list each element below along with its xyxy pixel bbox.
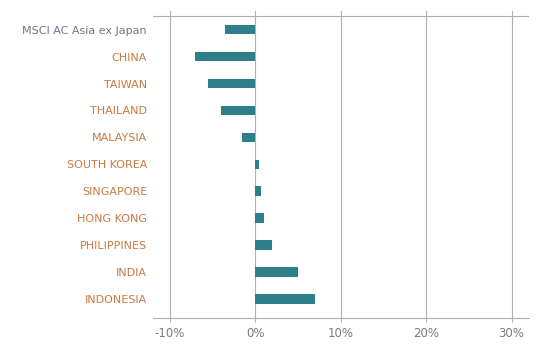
Bar: [195, 52, 255, 61]
Bar: [255, 294, 315, 304]
Bar: [221, 106, 255, 115]
Bar: [208, 79, 255, 88]
Bar: [255, 160, 259, 169]
Bar: [255, 240, 272, 250]
Bar: [243, 132, 255, 142]
Bar: [225, 25, 255, 34]
Bar: [255, 267, 298, 277]
Bar: [255, 213, 264, 223]
Bar: [255, 187, 261, 196]
